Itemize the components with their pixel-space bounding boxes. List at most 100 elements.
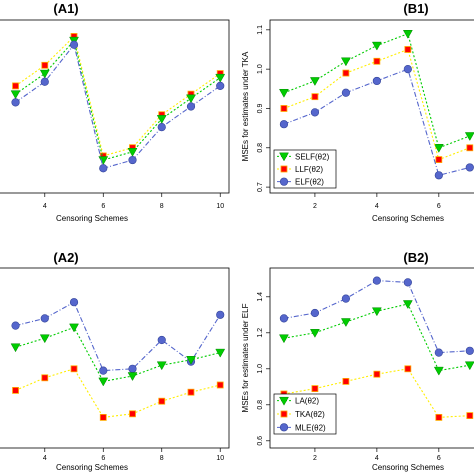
legend-marker [280,410,288,418]
data-point [464,132,474,141]
x-tick-label: 2 [313,203,317,210]
data-point [311,93,319,101]
data-point [158,397,166,405]
data-point [404,46,412,53]
x-tick-label: 10 [216,203,224,210]
data-point [127,372,138,382]
series-line [15,35,221,157]
legend-marker [280,165,288,173]
x-tick-label: 8 [160,203,164,210]
y-tick-label: 0.9 [257,103,264,113]
data-point [372,76,381,86]
data-point [157,122,166,132]
data-point [157,335,166,345]
plot-area [10,33,226,173]
x-tick-label: 6 [101,203,105,210]
data-point [128,364,137,373]
data-point [279,120,289,129]
x-tick-label: 6 [437,203,441,210]
data-point [69,298,79,307]
x-tick-label: 4 [43,203,47,210]
y-tick-label: 0.8 [257,400,264,410]
panel-title: (B1) [403,1,428,16]
y-tick-label: 1.4 [257,292,264,302]
plot-frame [0,19,230,194]
data-point [215,348,226,358]
data-point [127,148,138,157]
y-tick-label: 0.8 [257,143,264,153]
panel-b2: (B2) 2 4 6 0.6 0.8 1.0 1.2 1.4 Censoring Schemes M… [241,250,474,472]
data-point [466,412,474,420]
data-point [279,88,289,98]
panel-a1: (A1) 4 6 8 10 Censoring Schemes [0,1,230,223]
data-point [41,61,49,69]
series-line [15,301,221,372]
panel-b1: (B1) 2 4 6 0.7 0.8 0.9 1.0 1.1 Censoring Schemes M… [241,1,474,223]
data-point [341,88,350,97]
data-point [187,388,195,396]
data-point [156,361,167,371]
legend: LA(θ2) TKA(θ2) MLE(θ2) [273,393,337,435]
data-point [340,318,351,328]
data-point [186,102,196,111]
data-point [10,343,21,353]
data-point [11,98,20,107]
data-point [98,377,109,387]
series-line [15,368,221,418]
plot-area [10,298,226,421]
data-point [371,307,382,317]
plot-area [279,276,474,421]
data-point [129,410,136,418]
data-point [279,334,289,344]
x-tick-label: 2 [313,455,317,462]
legend-entry: SELF(θ2) [295,152,330,161]
data-point [39,334,50,344]
y-axis-label: MSEs for estimates under TKA [241,51,250,161]
data-point [128,155,137,165]
data-point [216,381,224,389]
data-point [216,81,225,91]
data-point [40,77,49,86]
plot-area [279,30,474,180]
data-point [215,73,226,83]
x-tick-label: 10 [216,455,224,462]
series-line [15,43,221,169]
series-line [15,39,221,161]
plot-frame [0,267,230,449]
data-point [342,69,350,77]
data-point [41,374,49,382]
data-point [403,278,412,287]
data-point [404,365,412,373]
panel-title: (A1) [53,1,78,16]
data-point [11,321,20,330]
data-point [341,294,350,303]
data-point [99,413,107,421]
data-point [309,329,320,338]
data-point [465,163,474,172]
data-point [435,413,443,421]
y-tick-label: 0.6 [257,436,264,446]
x-tick-label: 4 [375,203,379,210]
x-axis-label: Censoring Schemes [372,214,444,223]
x-tick-label: 4 [375,455,379,462]
data-point [311,385,319,393]
x-tick-label: 6 [101,455,105,462]
data-point [99,164,108,173]
y-tick-label: 1.0 [257,364,264,374]
plot-frame [269,267,474,449]
legend-marker [279,396,289,406]
data-point [342,377,350,385]
x-axis-label: Censoring Schemes [372,463,444,472]
data-point [280,105,288,112]
y-tick-label: 1.0 [257,64,264,74]
data-point [186,94,196,104]
legend: SELF(θ2) LLF(θ2) ELF(θ2) [273,149,337,189]
legend-entry: MLE(θ2) [295,423,326,432]
data-point [434,348,443,357]
legend-entry: TKA(θ2) [295,410,325,419]
data-point [98,156,109,166]
data-point [69,323,79,333]
data-point [340,57,351,67]
data-point [371,41,382,51]
